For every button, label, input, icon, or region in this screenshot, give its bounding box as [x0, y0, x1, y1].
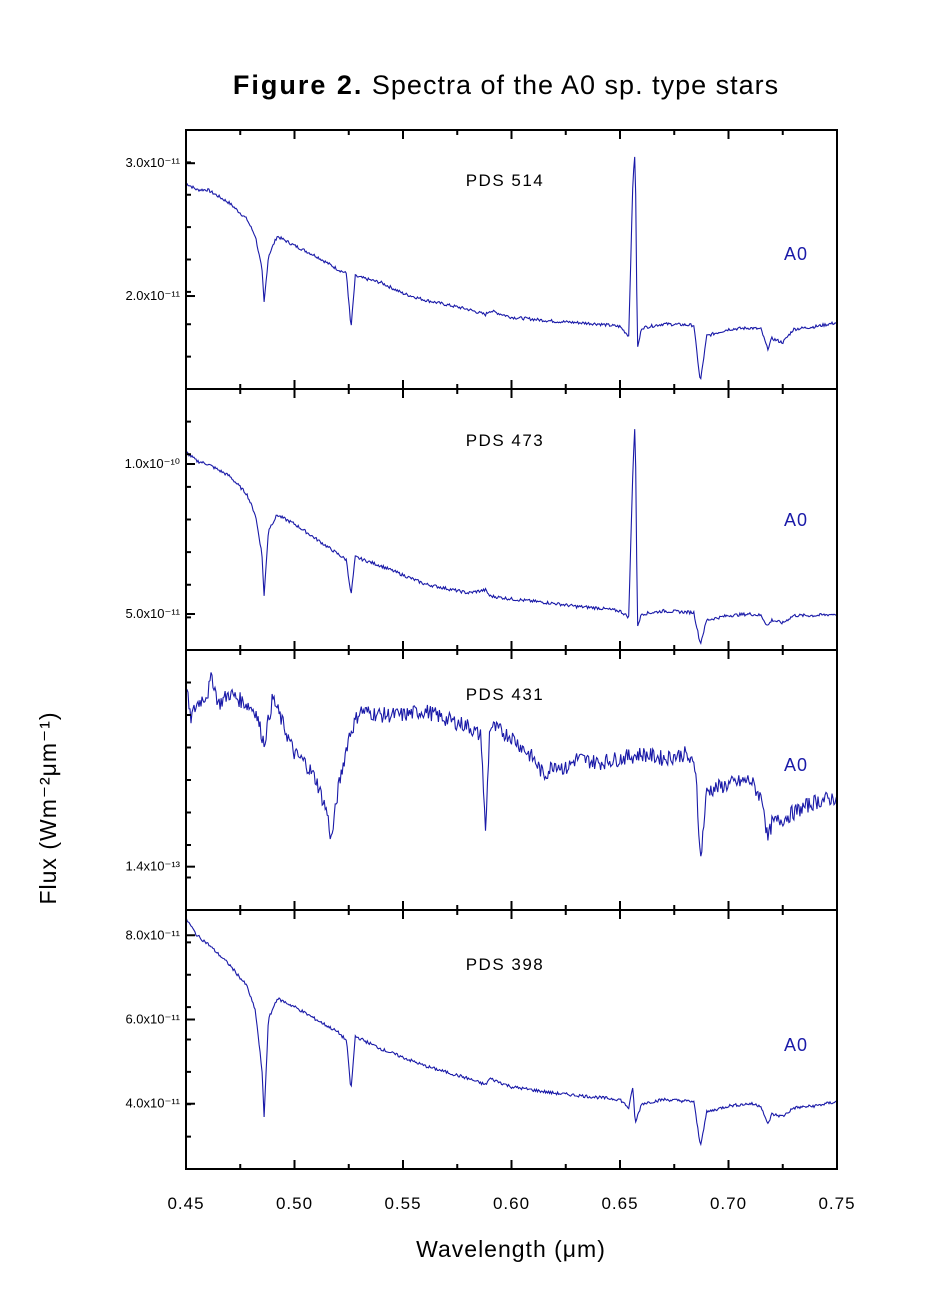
y-tick-label: 2.0x10⁻¹¹	[125, 288, 180, 303]
panel-2: 1.0x10⁻¹⁰ 5.0x10⁻¹¹ PDS 473 A0	[125, 388, 838, 651]
spectral-type-label: A0	[784, 755, 808, 775]
x-tick-label: 0.70	[710, 1194, 747, 1213]
spectral-type-label: A0	[784, 1035, 808, 1055]
panel-3: 1.4x10⁻¹³ PDS 431 A0	[125, 649, 838, 911]
y-tick-label: 1.0x10⁻¹⁰	[125, 456, 180, 471]
spectrum-line-pds-473	[185, 429, 838, 645]
spectral-type-label: A0	[784, 244, 808, 264]
x-tick-label: 0.75	[818, 1194, 855, 1213]
star-name-label: PDS 398	[466, 955, 545, 974]
x-tick-label: 0.45	[167, 1194, 204, 1213]
panel-frame	[185, 388, 838, 651]
y-tick-label: 1.4x10⁻¹³	[125, 859, 180, 874]
x-axis-title: Wavelength (μm)	[416, 1236, 606, 1262]
y-tick-label: 6.0x10⁻¹¹	[125, 1011, 180, 1026]
y-tick-label: 3.0x10⁻¹¹	[125, 155, 180, 170]
spectral-type-label: A0	[784, 510, 808, 530]
figure-title-text: Spectra of the A0 sp. type stars	[363, 70, 780, 100]
x-axis: 0.45 0.50 0.55 0.60 0.65 0.70 0.75	[167, 1194, 855, 1213]
y-axis-title: Flux (Wm⁻²μm⁻¹)	[35, 711, 61, 904]
spectrum-line-pds-398	[185, 916, 838, 1147]
x-tick-label: 0.55	[384, 1194, 421, 1213]
star-name-label: PDS 431	[466, 685, 545, 704]
panels-group: 3.0x10⁻¹¹ 2.0x10⁻¹¹ PDS 514 A0 1.0x10⁻¹⁰ 5.0x…	[125, 129, 838, 1170]
panel-1: 3.0x10⁻¹¹ 2.0x10⁻¹¹ PDS 514 A0	[125, 129, 838, 390]
x-tick-label: 0.50	[276, 1194, 313, 1213]
panel-frame	[185, 129, 838, 390]
star-name-label: PDS 473	[466, 431, 545, 450]
spectrum-line-pds-514	[185, 156, 838, 380]
x-tick-label: 0.60	[493, 1194, 530, 1213]
figure-title-bold: Figure 2.	[232, 70, 364, 100]
spectrum-line-pds-431	[185, 672, 838, 857]
star-name-label: PDS 514	[466, 171, 545, 190]
x-tick-label: 0.65	[601, 1194, 638, 1213]
y-tick-label: 5.0x10⁻¹¹	[125, 606, 180, 621]
y-tick-label: 8.0x10⁻¹¹	[125, 927, 180, 942]
panel-frame	[185, 909, 838, 1170]
figure-title: Figure 2. Spectra of the A0 sp. type sta…	[0, 70, 930, 101]
panel-4: 8.0x10⁻¹¹ 6.0x10⁻¹¹ 4.0x10⁻¹¹ PDS 398 A0	[125, 909, 838, 1170]
y-tick-label: 4.0x10⁻¹¹	[125, 1096, 180, 1111]
